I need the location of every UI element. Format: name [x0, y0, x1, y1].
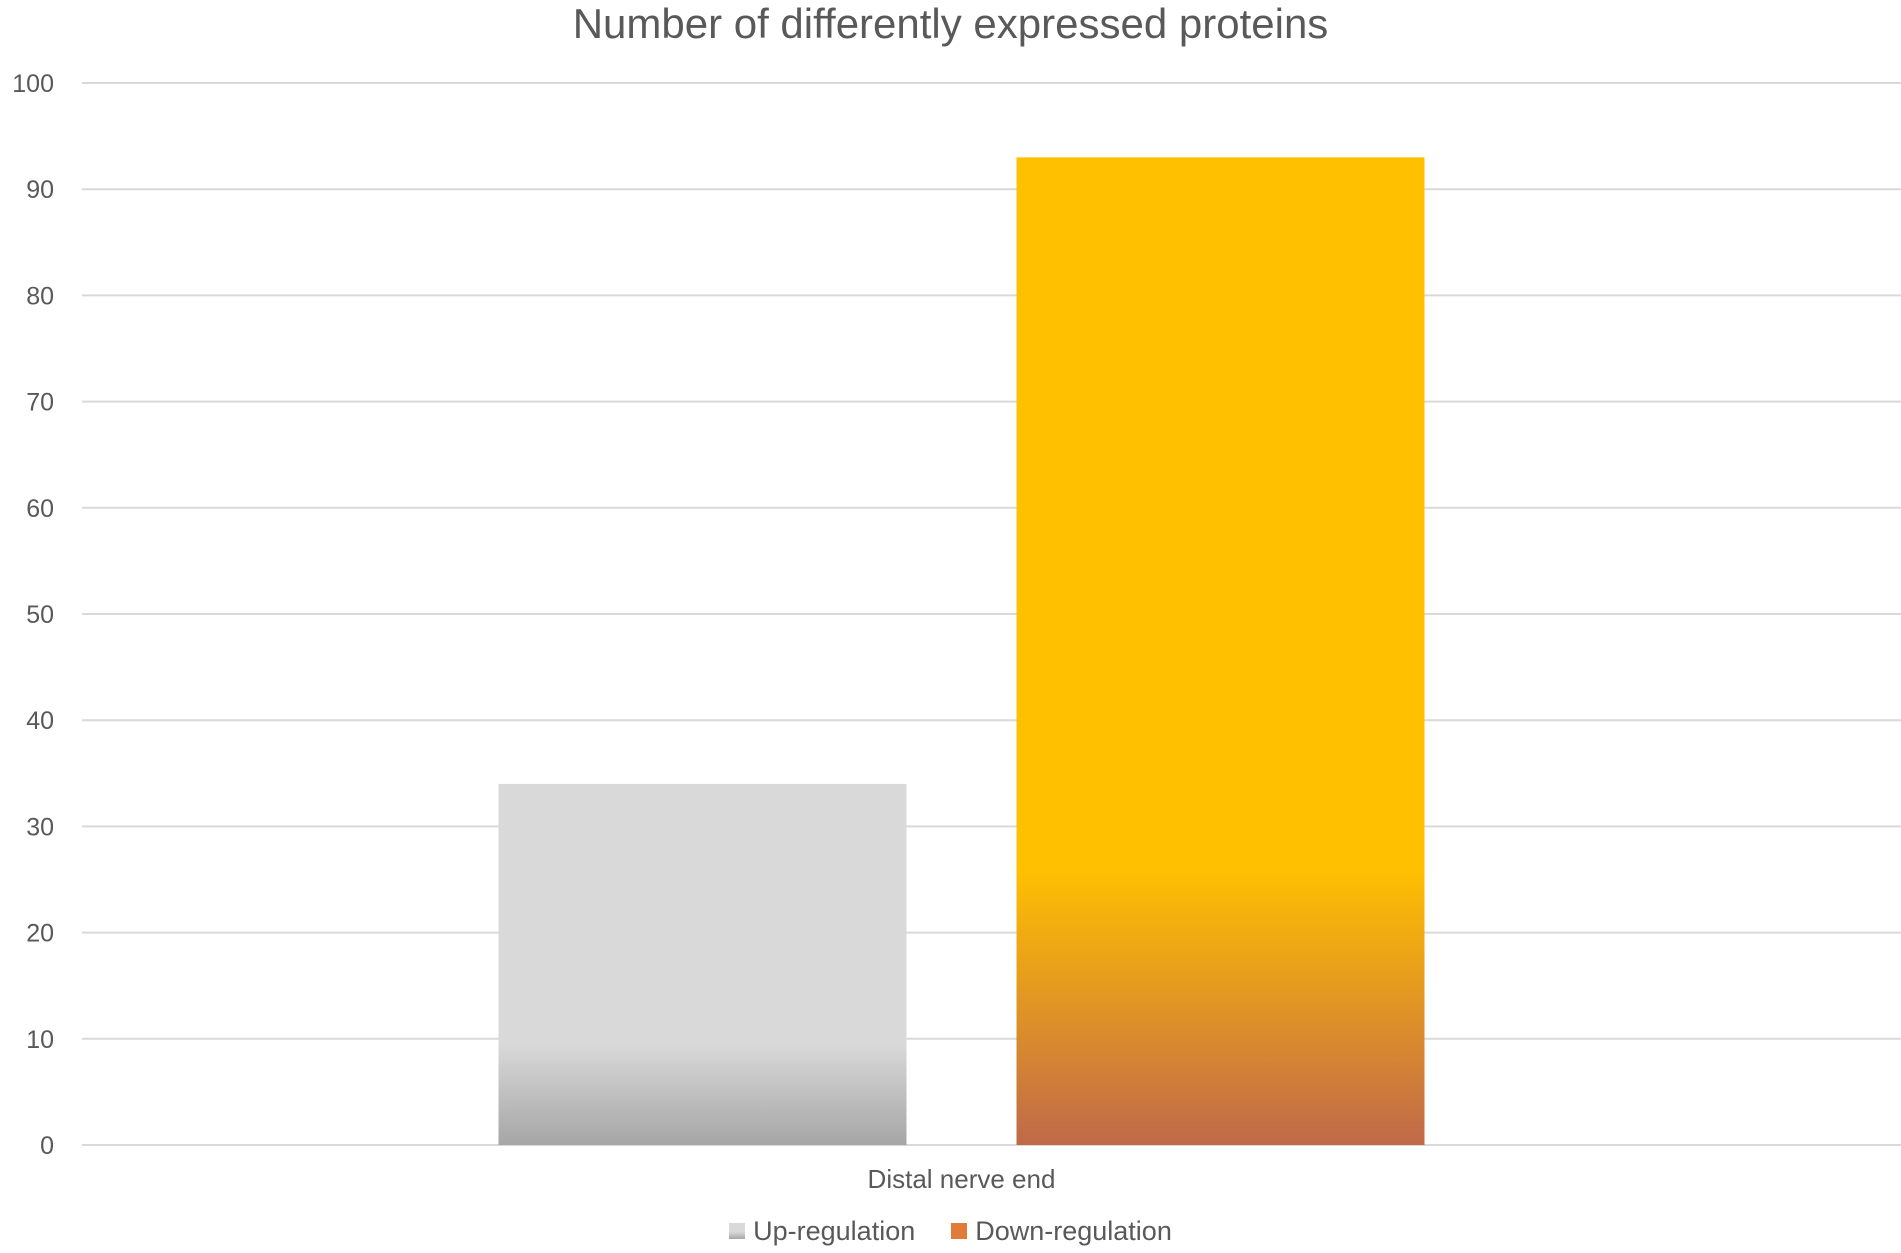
y-tick-label: 40: [26, 707, 54, 735]
legend-label: Up-regulation: [753, 1215, 916, 1246]
y-tick-label: 20: [26, 920, 54, 948]
bar-up-regulation: [498, 783, 907, 1145]
chart-title: Number of differently expressed proteins: [572, 0, 1329, 47]
x-category-label: Distal nerve end: [868, 1164, 1056, 1194]
y-tick-label: 50: [26, 601, 54, 629]
legend-item: Up-regulation: [729, 1216, 915, 1247]
legend: Up-regulation Down-regulation: [0, 1215, 1901, 1247]
y-tick-label: 10: [26, 1026, 54, 1054]
y-tick-label: 80: [26, 282, 54, 310]
legend-swatch: [951, 1223, 968, 1239]
y-tick-label: 30: [26, 813, 54, 841]
legend-swatch: [729, 1223, 746, 1239]
legend-item: Down-regulation: [951, 1216, 1172, 1247]
bar-down-regulation: [1016, 157, 1425, 1146]
y-tick-label: 100: [12, 70, 54, 98]
legend-label: Down-regulation: [975, 1215, 1172, 1246]
bars: [498, 157, 1425, 1146]
gridlines: [82, 82, 1901, 1146]
y-tick-label: 60: [26, 495, 54, 523]
y-tick-label: 70: [26, 389, 54, 417]
y-tick-label: 0: [40, 1132, 54, 1160]
y-axis-tick-labels: 0 10 20 30 40 50 60 70 80 90 100: [12, 70, 54, 1160]
x-axis-category-labels: Distal nerve end: [868, 1164, 1056, 1194]
y-tick-label: 90: [26, 176, 54, 204]
